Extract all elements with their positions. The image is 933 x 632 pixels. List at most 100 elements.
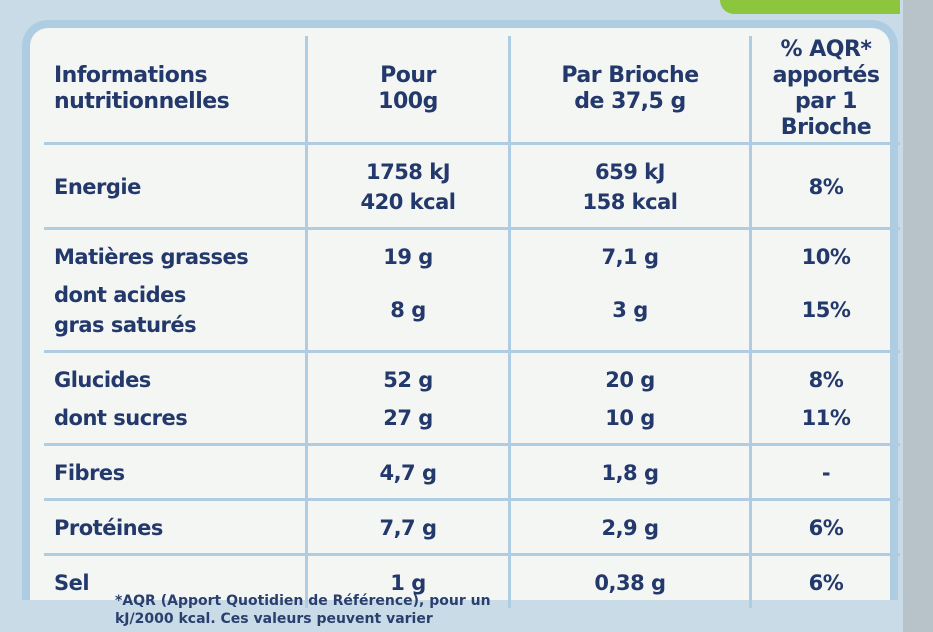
header-row: Informations nutritionnelles Pour 100g Par B… (44, 36, 900, 144)
text-line: 8 g (390, 298, 426, 322)
table-cell: 27 g (305, 399, 510, 445)
text-line: 7,1 g (601, 245, 659, 269)
nutrition-panel: Informations nutritionnelles Pour 100g Par B… (22, 20, 900, 608)
header-cell: Pour 100g (305, 36, 510, 144)
table-header: Informations nutritionnelles Pour 100g Par B… (44, 36, 900, 144)
text-line: 3 g (612, 298, 648, 322)
row-group: Matières grasses 19 g 7,1 g 10% dont acides g… (44, 228, 900, 352)
text-line: Protéines (54, 516, 163, 540)
text-line: dont acides (54, 283, 186, 307)
table-cell: 1,8 g (508, 444, 751, 500)
text-line: Par Brioche (561, 63, 699, 88)
table-cell: - (749, 444, 900, 500)
table-cell: 2,9 g (508, 499, 751, 555)
package-band (720, 0, 900, 14)
row-group: Energie 1758 kJ 420 kcal 659 kJ 158 kcal 8% (44, 143, 900, 229)
text-line: Glucides (54, 368, 151, 392)
table-cell: 0,38 g (508, 554, 751, 608)
text-line: 10 g (605, 406, 655, 430)
table-cell: dont sucres (44, 399, 307, 445)
table-cell: 1 g (305, 554, 510, 608)
text-line: dont sucres (54, 406, 188, 430)
table-cell: 4,7 g (305, 444, 510, 500)
text-line: 20 g (605, 368, 655, 392)
table-cell: 10% (749, 228, 900, 276)
text-line: 659 kJ (595, 160, 665, 184)
text-line: 6% (808, 571, 844, 595)
table-cell: Sel (44, 555, 307, 609)
text-line: 52 g (383, 368, 433, 392)
text-line: 7,7 g (379, 516, 437, 540)
table-cell: 52 g (305, 351, 510, 399)
background (903, 0, 933, 632)
table-cell: Protéines (44, 500, 307, 555)
text-line: 6% (808, 516, 844, 540)
text-line: 8% (808, 368, 844, 392)
text-line: Matières grasses (54, 245, 249, 269)
table-cell: 8% (749, 143, 900, 229)
row-group: Protéines 7,7 g 2,9 g 6% (44, 499, 900, 555)
text-line: 4,7 g (379, 461, 437, 485)
text-line: 158 kcal (582, 190, 678, 214)
text-line: 2,9 g (601, 516, 659, 540)
text-line: 15% (801, 298, 851, 322)
table-cell: 10 g (508, 399, 751, 445)
row-group: Glucides 52 g 20 g 8% dont sucres 27 g 10 g 11% (44, 351, 900, 445)
text-line: Energie (54, 175, 141, 199)
table-row: dont acides gras saturés 8 g 3 g 15% (44, 276, 900, 352)
text-line: 1758 kJ (365, 160, 451, 184)
text-line: Pour (380, 63, 436, 88)
text-line: nutritionnelles (54, 89, 230, 114)
table-cell: dont acides gras saturés (44, 276, 307, 352)
row-group: Fibres 4,7 g 1,8 g - (44, 444, 900, 500)
text-line: de 37,5 g (574, 89, 686, 114)
text-line: 0,38 g (594, 571, 666, 595)
text-line: % AQR* apportés (772, 37, 880, 88)
table-row: Energie 1758 kJ 420 kcal 659 kJ 158 kcal 8% (44, 143, 900, 229)
table-cell: Glucides (44, 352, 307, 400)
table-cell: 1758 kJ 420 kcal (305, 143, 510, 229)
table-cell: Fibres (44, 445, 307, 500)
text-line: Informations (54, 63, 208, 88)
table-cell: 659 kJ 158 kcal (508, 143, 751, 229)
text-line: Fibres (54, 461, 125, 485)
table-cell: Matières grasses (44, 229, 307, 277)
table-cell: 7,1 g (508, 228, 751, 276)
text-line: 27 g (383, 406, 433, 430)
text-line: kJ/2000 kcal. Ces valeurs peuvent varier (115, 611, 433, 627)
table-row: Glucides 52 g 20 g 8% (44, 351, 900, 400)
header-cell: Par Brioche de 37,5 g (508, 36, 751, 144)
table-cell: 6% (749, 554, 900, 608)
table-cell: 15% (749, 276, 900, 352)
table-row: Protéines 7,7 g 2,9 g 6% (44, 499, 900, 555)
text-line: - (821, 461, 831, 485)
table-cell: 11% (749, 399, 900, 445)
text-line: 420 kcal (360, 190, 456, 214)
text-line: par 1 Brioche (780, 89, 872, 140)
table-cell: 6% (749, 499, 900, 555)
table-cell: 8 g (305, 276, 510, 352)
text-line: 8% (808, 175, 844, 199)
text-line: 1 g (390, 571, 426, 595)
table-cell: 3 g (508, 276, 751, 352)
text-line: 19 g (383, 245, 433, 269)
table-row: Sel 1 g 0,38 g 6% (44, 554, 900, 609)
table-cell: Energie (44, 144, 307, 229)
table-cell: 19 g (305, 228, 510, 276)
header-cell: Informations nutritionnelles (44, 36, 307, 144)
header-cell: % AQR* apportés par 1 Brioche (749, 36, 900, 144)
text-line: *AQR (Apport Quotidien de Référence), po… (115, 593, 491, 609)
text-line: Sel (54, 571, 90, 595)
text-line: 1,8 g (601, 461, 659, 485)
text-line: gras saturés (54, 313, 197, 337)
row-group: Sel 1 g 0,38 g 6% (44, 554, 900, 609)
text-line: 10% (801, 245, 851, 269)
footnote: *AQR (Apport Quotidien de Référence), po… (115, 592, 491, 628)
table-cell: 20 g (508, 351, 751, 399)
text-line: 11% (801, 406, 851, 430)
nutrition-table: Informations nutritionnelles Pour 100g Par B… (44, 36, 900, 608)
table-row: Fibres 4,7 g 1,8 g - (44, 444, 900, 500)
text-line: 100g (378, 89, 438, 114)
table-row: Matières grasses 19 g 7,1 g 10% (44, 228, 900, 277)
